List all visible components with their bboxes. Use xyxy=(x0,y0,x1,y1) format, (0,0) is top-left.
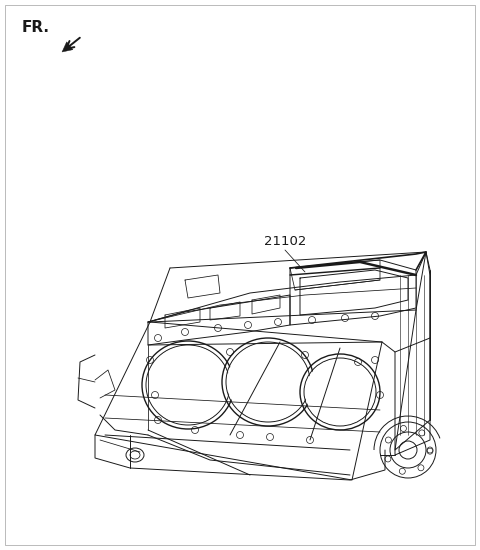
Text: FR.: FR. xyxy=(22,20,50,36)
Text: 21102: 21102 xyxy=(264,235,306,248)
Ellipse shape xyxy=(227,343,309,421)
Ellipse shape xyxy=(305,359,375,425)
Ellipse shape xyxy=(147,346,229,424)
Polygon shape xyxy=(62,42,73,52)
